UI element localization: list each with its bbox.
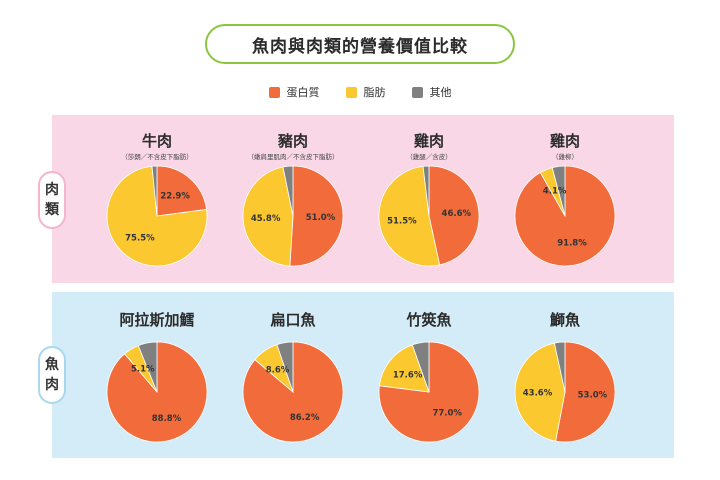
pie-data-label-fat: 5.1% bbox=[131, 365, 155, 375]
meat-group-label: 肉 類 bbox=[38, 171, 66, 229]
pie-slice-other bbox=[276, 341, 294, 393]
pie-data-label-fat: 75.5% bbox=[125, 234, 155, 244]
pie-title: 豬肉 bbox=[277, 132, 308, 150]
pie-title: 雞肉 bbox=[413, 132, 444, 150]
meat-group-label-top: 肉 bbox=[45, 182, 59, 198]
pie-subtitle: （雞腿／含皮） bbox=[406, 152, 452, 161]
pie-slice-other bbox=[137, 341, 158, 393]
pie-slice-protein bbox=[289, 165, 344, 267]
pie-data-label-fat: 43.6% bbox=[523, 388, 553, 398]
pie-data-label-protein: 77.0% bbox=[432, 409, 462, 419]
pie-title: 竹筴魚 bbox=[405, 311, 451, 329]
pie-chart-meat-4: 雞肉 （雞柳） 91.8% 4.1% bbox=[514, 132, 616, 267]
pie-chart-meat-2: 豬肉 （嫩肩里肌肉／不含皮下脂肪） 51.0% 45.8% bbox=[242, 132, 344, 267]
pie-subtitle: （雞柳） bbox=[552, 152, 578, 161]
pie-slice-other bbox=[151, 165, 158, 217]
pie-slice-protein bbox=[378, 341, 480, 443]
legend-item-other: 其他 bbox=[411, 84, 452, 100]
pie-chart-meat-3: 雞肉 （雞腿／含皮） 46.6% 51.5% bbox=[378, 132, 480, 267]
pie-data-label-fat: 51.5% bbox=[387, 217, 417, 227]
legend-item-protein: 蛋白質 bbox=[268, 84, 320, 100]
pie-slice-protein bbox=[156, 165, 208, 217]
pie-data-label-protein: 86.2% bbox=[290, 413, 320, 423]
pie-title: 牛肉 bbox=[142, 132, 172, 150]
pie-slice-other bbox=[553, 341, 566, 393]
pie-slice-fat bbox=[378, 344, 430, 393]
pie-subtitle: （嫩肩里肌肉／不含皮下脂肪） bbox=[248, 152, 339, 161]
pie-slice-other bbox=[411, 341, 430, 393]
legend-swatch-fat bbox=[345, 86, 357, 98]
legend-swatch-other bbox=[411, 86, 423, 98]
pie-slice-fat bbox=[514, 342, 566, 442]
pie-chart-fish-1: 阿拉斯加鱈 88.8% 5.1% bbox=[106, 311, 208, 443]
pie-chart-fish-4: 鰤魚 53.0% 43.6% bbox=[514, 311, 616, 443]
legend-swatch-protein bbox=[268, 86, 280, 98]
pie-slice-protein bbox=[428, 165, 480, 266]
pie-slice-other bbox=[282, 165, 294, 217]
pie-slice-fat bbox=[378, 165, 441, 267]
pie-data-label-fat: 17.6% bbox=[393, 371, 423, 381]
pie-chart-fish-3: 竹筴魚 77.0% 17.6% bbox=[378, 311, 480, 443]
legend-item-fat: 脂肪 bbox=[345, 84, 386, 100]
legend-label-other: 其他 bbox=[429, 86, 452, 99]
pie-title: 鰤魚 bbox=[550, 311, 580, 329]
pie-slice-other bbox=[422, 165, 430, 217]
pie-slice-protein bbox=[555, 341, 616, 443]
pie-slice-other bbox=[551, 165, 566, 217]
pie-data-label-protein: 22.9% bbox=[160, 191, 190, 201]
pie-subtitle: （莎朗／不含皮下脂肪） bbox=[121, 152, 193, 161]
pie-chart-meat-1: 牛肉 （莎朗／不含皮下脂肪） 22.9% 75.5% bbox=[106, 132, 208, 267]
legend-label-fat: 脂肪 bbox=[363, 86, 386, 99]
legend: 蛋白質 脂肪 其他 bbox=[0, 84, 720, 100]
fish-group-label-top: 魚 bbox=[45, 357, 59, 373]
pie-data-label-fat: 8.6% bbox=[266, 365, 290, 375]
legend-label-protein: 蛋白質 bbox=[286, 86, 320, 99]
pie-slice-fat bbox=[242, 166, 294, 267]
page-title: 魚肉與肉類的營養價值比較 bbox=[205, 24, 515, 64]
pie-data-label-protein: 88.8% bbox=[152, 414, 182, 424]
pie-data-label-fat: 4.1% bbox=[543, 187, 567, 197]
fish-group-label-bottom: 肉 bbox=[45, 377, 59, 393]
pie-data-label-protein: 46.6% bbox=[442, 209, 472, 219]
fish-group-label: 魚 肉 bbox=[38, 346, 66, 404]
pie-chart-fish-2: 扁口魚 86.2% 8.6% bbox=[242, 311, 344, 443]
pie-title: 阿拉斯加鱈 bbox=[119, 311, 194, 329]
pie-title: 扁口魚 bbox=[270, 311, 315, 329]
pie-data-label-protein: 53.0% bbox=[578, 391, 608, 401]
pie-title: 雞肉 bbox=[549, 132, 580, 150]
pie-data-label-fat: 45.8% bbox=[251, 214, 281, 224]
meat-group-label-bottom: 類 bbox=[45, 202, 59, 218]
pie-data-label-protein: 91.8% bbox=[557, 239, 587, 249]
pie-slice-fat bbox=[106, 165, 208, 267]
pie-data-label-protein: 51.0% bbox=[306, 213, 336, 223]
pie-slice-protein bbox=[242, 341, 344, 443]
